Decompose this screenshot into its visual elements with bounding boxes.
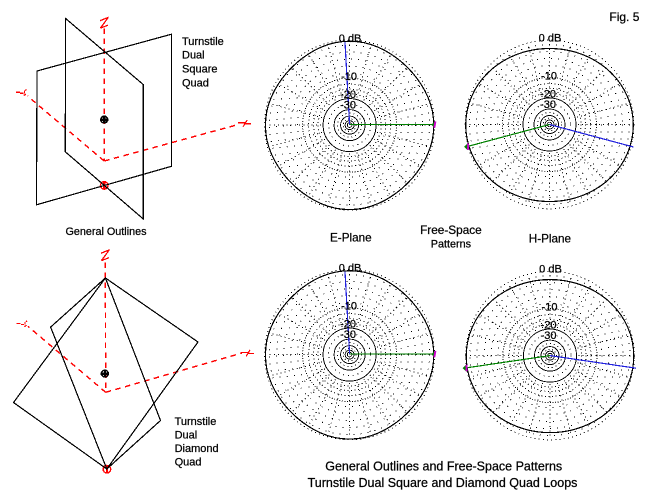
svg-text:Dual: Dual	[175, 430, 198, 442]
svg-text:-30: -30	[340, 100, 356, 112]
svg-text:-30: -30	[340, 329, 356, 341]
svg-text:General Outlines: General Outlines	[65, 226, 147, 238]
svg-text:0 dB: 0 dB	[339, 33, 362, 45]
svg-text:Free-Space: Free-Space	[420, 223, 482, 237]
svg-text:-20: -20	[540, 88, 556, 100]
svg-text:-10: -10	[541, 71, 557, 83]
svg-text:Square: Square	[182, 63, 217, 75]
svg-text:E-Plane: E-Plane	[330, 232, 372, 245]
svg-text:-10: -10	[341, 71, 357, 83]
svg-text:-20: -20	[541, 319, 557, 331]
svg-text:-10: -10	[341, 301, 357, 313]
svg-text:H-Plane: H-Plane	[529, 232, 571, 245]
svg-text:Turnstile Dual Square and Diam: Turnstile Dual Square and Diamond Quad L…	[308, 476, 578, 490]
svg-text:Dual: Dual	[182, 50, 205, 62]
svg-text:0 dB: 0 dB	[339, 263, 362, 275]
svg-text:Quad: Quad	[175, 457, 202, 469]
svg-text:-20: -20	[340, 89, 356, 101]
svg-text:-30: -30	[540, 99, 556, 111]
svg-text:0 dB: 0 dB	[539, 33, 562, 45]
svg-text:Turnstile: Turnstile	[175, 416, 217, 428]
svg-text:Fig. 5: Fig. 5	[609, 10, 639, 24]
svg-text:Turnstile: Turnstile	[182, 36, 224, 48]
svg-text:Diamond: Diamond	[175, 443, 219, 455]
svg-text:-10: -10	[542, 302, 558, 314]
svg-text:0 dB: 0 dB	[539, 264, 562, 276]
svg-text:-30: -30	[541, 330, 557, 342]
svg-text:General Outlines and Free-Spac: General Outlines and Free-Space Patterns	[325, 460, 562, 474]
svg-text:-20: -20	[340, 318, 356, 330]
svg-text:Quad: Quad	[182, 78, 209, 90]
svg-text:Patterns: Patterns	[431, 238, 472, 250]
